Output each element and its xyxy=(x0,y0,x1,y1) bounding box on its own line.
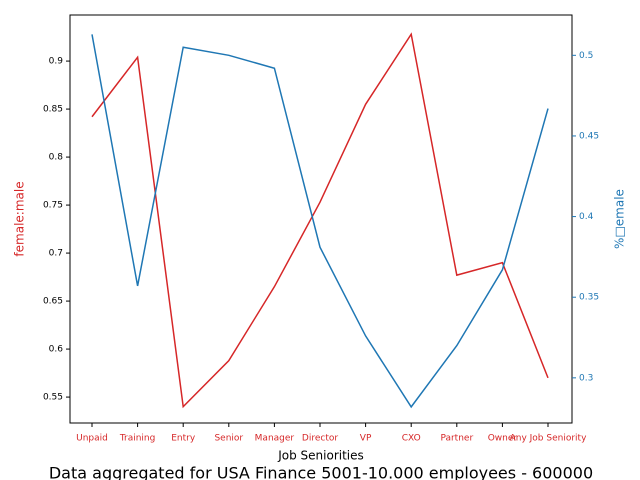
x-tick-label: Partner xyxy=(440,434,473,444)
x-tick-label: Manager xyxy=(255,434,295,444)
x-tick-label: Training xyxy=(119,434,156,444)
y2-axis-label: %□emale xyxy=(613,189,627,249)
chart-title: Data aggregated for USA Finance 5001-10.… xyxy=(49,464,593,480)
series-line xyxy=(91,32,549,409)
y2-tick-label: 0.3 xyxy=(579,373,593,383)
x-tick-label: VP xyxy=(360,434,372,444)
y-tick-label: 0.55 xyxy=(43,393,63,403)
x-tick-label: Entry xyxy=(171,434,196,444)
y2-tick-label: 0.5 xyxy=(579,51,593,61)
x-tick-label: CXO xyxy=(402,434,421,444)
y-tick-label: 0.8 xyxy=(49,153,64,163)
y-tick-label: 0.75 xyxy=(43,201,63,211)
y-tick-label: 0.6 xyxy=(49,345,64,355)
x-tick-label: Director xyxy=(302,434,338,444)
y-tick-label: 0.65 xyxy=(43,297,63,307)
y-tick-label: 0.85 xyxy=(43,105,63,115)
y2-tick-label: 0.45 xyxy=(579,131,599,141)
x-tick-label: Unpaid xyxy=(76,434,108,444)
plot-frame xyxy=(69,14,573,424)
x-tick-label: Senior xyxy=(214,434,243,444)
series-line xyxy=(91,34,549,409)
y-axis-label: female:male xyxy=(13,181,27,256)
x-tick-label: Any Job Seniority xyxy=(510,434,587,444)
x-axis-label: Job Seniorities xyxy=(277,449,364,463)
y-tick-label: 0.7 xyxy=(49,249,63,259)
x-tick-label: Owner xyxy=(488,434,518,444)
y2-tick-label: 0.35 xyxy=(579,293,599,303)
y2-tick-label: 0.4 xyxy=(579,212,594,222)
y-tick-label: 0.9 xyxy=(49,57,64,67)
